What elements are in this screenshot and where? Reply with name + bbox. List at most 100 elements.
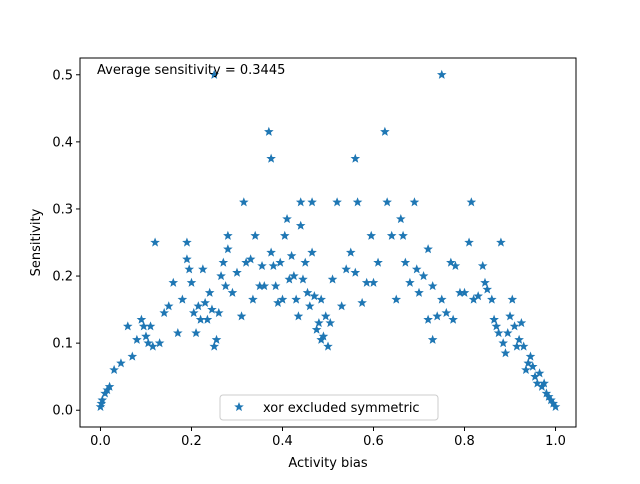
data-point bbox=[264, 126, 274, 136]
data-point bbox=[500, 348, 511, 358]
data-point bbox=[325, 317, 336, 328]
data-point bbox=[311, 324, 322, 334]
data-point bbox=[211, 334, 222, 344]
data-point bbox=[182, 254, 192, 264]
data-point bbox=[223, 230, 233, 240]
data-point bbox=[298, 274, 308, 284]
y-tick-label: 0.4 bbox=[52, 135, 73, 150]
data-point bbox=[122, 321, 133, 331]
data-point bbox=[350, 267, 361, 277]
data-point bbox=[104, 381, 115, 391]
data-point bbox=[473, 291, 483, 301]
data-point bbox=[295, 197, 306, 207]
data-point bbox=[487, 294, 497, 304]
data-point bbox=[436, 69, 447, 79]
y-axis-label: Sensitivity bbox=[29, 208, 44, 276]
data-point bbox=[109, 364, 119, 375]
x-tick-label: 0.0 bbox=[90, 434, 111, 449]
plot-frame bbox=[79, 57, 577, 428]
data-point bbox=[227, 287, 238, 297]
data-point bbox=[534, 368, 545, 378]
data-point bbox=[150, 237, 160, 247]
data-point bbox=[432, 311, 443, 321]
data-point bbox=[380, 126, 390, 136]
data-point bbox=[411, 264, 422, 274]
data-point bbox=[182, 237, 192, 247]
average-sensitivity-annotation: Average sensitivity = 0.3445 bbox=[97, 63, 285, 78]
data-point bbox=[236, 311, 247, 321]
y-tick-label: 0.0 bbox=[52, 404, 73, 419]
data-point bbox=[148, 341, 158, 351]
data-point bbox=[423, 244, 433, 254]
data-point bbox=[159, 307, 169, 318]
data-point bbox=[345, 247, 356, 257]
data-point bbox=[327, 274, 338, 284]
x-tick-label: 0.4 bbox=[272, 434, 293, 449]
data-point bbox=[427, 281, 438, 291]
data-point bbox=[116, 358, 126, 368]
data-point bbox=[200, 297, 210, 307]
data-point bbox=[498, 338, 508, 348]
data-point bbox=[145, 321, 156, 331]
x-axis-label: Activity bias bbox=[288, 456, 368, 471]
data-point bbox=[300, 257, 311, 267]
data-point bbox=[550, 401, 561, 411]
data-point bbox=[466, 197, 477, 207]
data-point bbox=[270, 281, 281, 291]
x-tick-label: 0.6 bbox=[363, 434, 384, 449]
y-tick-label: 0.2 bbox=[52, 270, 73, 285]
data-point bbox=[291, 294, 301, 304]
data-point bbox=[188, 307, 199, 318]
data-point bbox=[266, 247, 276, 257]
data-point bbox=[409, 197, 420, 207]
data-point bbox=[248, 294, 258, 304]
y-tick-label: 0.1 bbox=[52, 337, 73, 352]
data-point bbox=[154, 338, 165, 348]
y-tick-label: 0.3 bbox=[52, 202, 73, 217]
data-point bbox=[518, 341, 529, 351]
data-point bbox=[245, 254, 256, 264]
data-point bbox=[509, 321, 520, 331]
data-point bbox=[138, 321, 149, 331]
data-point bbox=[314, 317, 324, 328]
data-point bbox=[514, 334, 524, 344]
legend-series-label: xor excluded symmetric bbox=[263, 401, 420, 416]
x-tick-label: 1.0 bbox=[545, 434, 566, 449]
data-point bbox=[441, 307, 452, 318]
legend-box bbox=[219, 394, 439, 421]
data-point bbox=[250, 230, 260, 240]
data-point bbox=[539, 378, 549, 388]
data-point bbox=[293, 311, 304, 321]
data-point bbox=[209, 341, 220, 351]
data-point bbox=[136, 314, 147, 324]
x-tick-label: 0.2 bbox=[181, 434, 202, 449]
data-point bbox=[195, 314, 206, 324]
data-point bbox=[207, 304, 217, 314]
data-point bbox=[525, 351, 536, 361]
data-point bbox=[436, 294, 447, 304]
data-point bbox=[132, 334, 142, 344]
data-point bbox=[382, 197, 392, 207]
data-point bbox=[414, 287, 424, 297]
data-point bbox=[516, 317, 527, 328]
data-point bbox=[186, 277, 197, 287]
data-point bbox=[209, 69, 220, 79]
data-point bbox=[450, 260, 461, 271]
data-point bbox=[275, 257, 286, 267]
data-point bbox=[289, 271, 299, 281]
data-point bbox=[489, 314, 499, 324]
data-point bbox=[502, 328, 513, 338]
legend-star-marker bbox=[234, 401, 244, 412]
data-point bbox=[286, 250, 297, 260]
data-point bbox=[279, 230, 290, 240]
data-point bbox=[168, 277, 179, 287]
data-point bbox=[216, 271, 226, 281]
data-point bbox=[491, 321, 502, 331]
data-point bbox=[141, 331, 151, 341]
data-point bbox=[184, 264, 195, 274]
data-point bbox=[427, 334, 438, 344]
data-point bbox=[220, 281, 231, 291]
data-point bbox=[400, 257, 411, 267]
y-tick-label: 0.5 bbox=[52, 68, 73, 83]
data-point bbox=[341, 264, 351, 274]
